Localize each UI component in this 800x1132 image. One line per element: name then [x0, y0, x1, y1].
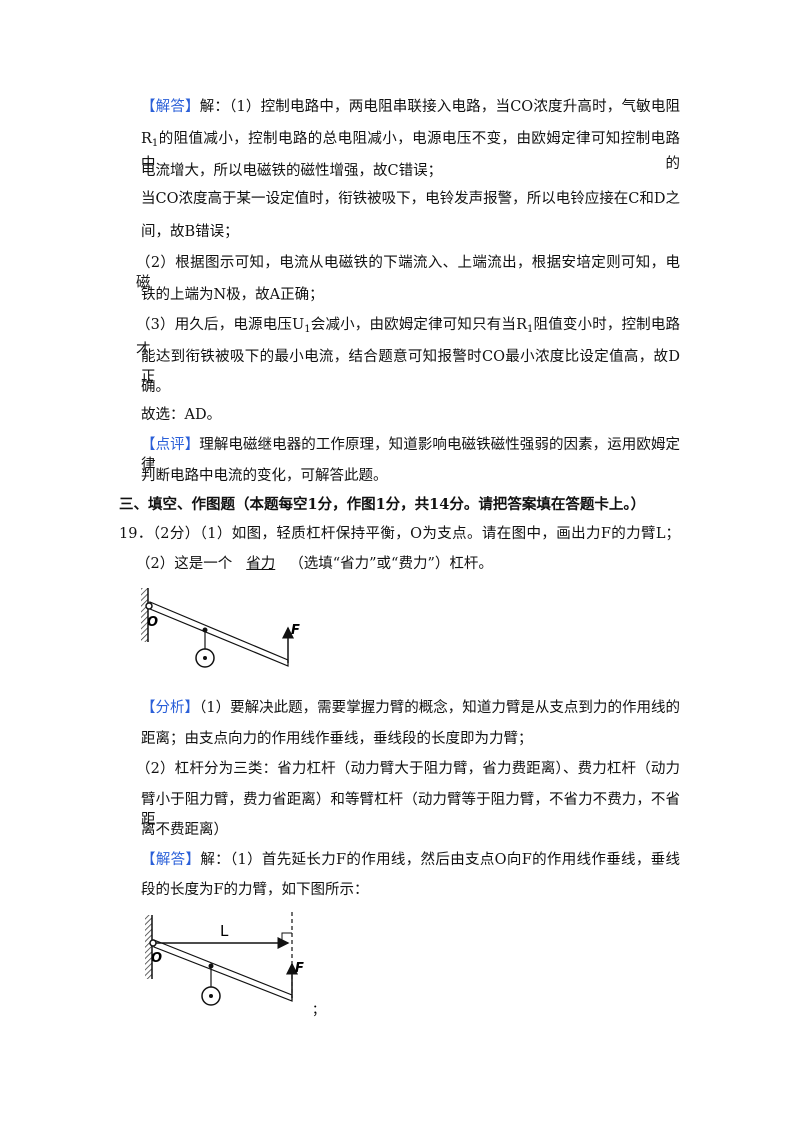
text-line: 距离；由支点向力的作用线作垂线，垂线段的长度即为力臂；	[141, 729, 533, 749]
text-run: 臂小于阻力臂，费力省距离）和等臂杠杆（动力臂等于阻力臂，不省力不费力，不省距	[141, 792, 680, 828]
sub-text: 1	[151, 138, 159, 149]
text-line: （2）杠杆分为三类：省力杠杆（动力臂大于阻力臂，省力费距离）、费力杠杆（动力	[136, 759, 680, 779]
text-line: 【解答】解：（1）首先延长力F的作用线，然后由支点O向F的作用线作垂线，垂线	[141, 850, 680, 870]
text-line: 判断电路中电流的变化，可解答此题。	[141, 466, 388, 486]
text-run: 能达到衔铁被吸下的最小电流，结合题意可知报警时CO最小浓度比设定值高，故D正	[141, 349, 680, 385]
figure-label: F	[291, 623, 300, 638]
figure-label: F	[295, 961, 304, 976]
text-line: 段的长度为F的力臂，如下图所示：	[141, 880, 369, 900]
text-run: 19．（2分）（1）如图，轻质杠杆保持平衡，O为支点。请在图中，画出力F的力臂L…	[119, 526, 680, 542]
text-run: 确。	[141, 379, 170, 395]
sub-text: 1	[527, 324, 534, 335]
text-run: （2）这是一个	[136, 556, 233, 572]
text-run: 阻值变小时，控制电路才	[136, 317, 681, 358]
lever-figure-2: L O F	[145, 912, 304, 1006]
text-line: （2）根据图示可知，电流从电磁铁的下端流入、上端流出，根据安培定则可知，电磁	[136, 253, 680, 293]
text-line: 臂小于阻力臂，费力省距离）和等臂杠杆（动力臂等于阻力臂，不省力不费力，不省距	[141, 790, 680, 830]
text-run: R	[141, 131, 152, 147]
text-line: （3）用久后，电源电压U1会减小，由欧姆定律可知只有当R1阻值变小时，控制电路才	[136, 315, 680, 360]
text-line: 电流增大，所以电磁铁的磁性增强，故C错误；	[141, 161, 442, 181]
text-run: 离不费距离）	[141, 822, 228, 838]
tag-text: 【解答】	[141, 852, 201, 868]
text-run: 解：（1）首先延长力F的作用线，然后由支点O向F的作用线作垂线，垂线	[200, 852, 681, 868]
text-run: （2）杠杆分为三类：省力杠杆（动力臂大于阻力臂，省力费距离）、费力杠杆（动力	[136, 761, 680, 777]
sub-text: 1	[304, 324, 311, 335]
trailing-mark: ；	[312, 1003, 325, 1018]
text-run: （选填“省力”或“费力”）杠杆。	[289, 556, 493, 572]
text-line: （2）这是一个 省力 （选填“省力”或“费力”）杠杆。	[136, 554, 493, 574]
bold-text: 三、填空、作图题（本题每空1分，作图1分，共14分。请把答案填在答题卡上。）	[119, 496, 646, 513]
text-run: 会减小，由欧姆定律可知只有当R	[310, 317, 527, 333]
text-run: 电流增大，所以电磁铁的磁性增强，故C错误；	[141, 163, 443, 179]
text-run: 段的长度为F的力臂，如下图所示：	[141, 882, 369, 898]
text-run: （1）要解决此题，需要掌握力臂的概念，知道力臂是从支点到力的作用线的	[199, 700, 680, 716]
text-line: 【分析】（1）要解决此题，需要掌握力臂的概念，知道力臂是从支点到力的作用线的	[141, 698, 680, 718]
tag-text: 【点评】	[141, 437, 200, 453]
tag-text: 【解答】	[141, 99, 200, 115]
text-run: 铁的上端为N极，故A正确；	[141, 287, 324, 303]
text-run: 理解电磁继电器的工作原理，知道影响电磁铁磁性强弱的因素，运用欧姆定律	[141, 437, 681, 473]
text-run: 解：（1）控制电路中，两电阻串联接入电路，当CO浓度升高时，气敏电阻	[199, 99, 680, 115]
text-run: 当CO浓度高于某一设定值时，衔铁被吸下，电铃发声报警，所以电铃应接在C和D之	[141, 191, 680, 207]
text-line: 确。	[141, 377, 170, 397]
text-line: 三、填空、作图题（本题每空1分，作图1分，共14分。请把答案填在答题卡上。）	[119, 495, 645, 515]
text-line: 铁的上端为N极，故A正确；	[141, 285, 324, 305]
figure-label: O	[151, 951, 162, 966]
tag-text: 【分析】	[141, 700, 200, 716]
text-run: 故选：AD。	[141, 407, 222, 423]
text-line: 故选：AD。	[141, 405, 221, 425]
figure-label: O	[147, 615, 158, 630]
text-line: 能达到衔铁被吸下的最小电流，结合题意可知报警时CO最小浓度比设定值高，故D正	[141, 347, 680, 387]
figure-label: L	[220, 922, 229, 940]
text-line: 当CO浓度高于某一设定值时，衔铁被吸下，电铃发声报警，所以电铃应接在C和D之	[141, 189, 680, 209]
text-line: 【解答】解：（1）控制电路中，两电阻串联接入电路，当CO浓度升高时，气敏电阻	[141, 97, 680, 117]
text-run: 间，故B错误；	[141, 224, 239, 240]
text-run: （2）根据图示可知，电流从电磁铁的下端流入、上端流出，根据安培定则可知，电磁	[136, 255, 680, 291]
text-line: R1的阻值减小，控制电路的总电阻减小，电源电压不变，由欧姆定律可知控制电路中的	[141, 129, 680, 174]
text-run: 距离；由支点向力的作用线作垂线，垂线段的长度即为力臂；	[141, 731, 533, 747]
text-line: 【点评】理解电磁继电器的工作原理，知道影响电磁铁磁性强弱的因素，运用欧姆定律	[141, 435, 680, 475]
text-run: （3）用久后，电源电压U	[136, 317, 305, 333]
text-line: 离不费距离）	[141, 820, 228, 840]
lever-figure-1: O F	[141, 588, 300, 668]
text-run: 的阻值减小，控制电路的总电阻减小，电源电压不变，由欧姆定律可知控制电路中的	[141, 131, 680, 172]
text-run: 判断电路中电流的变化，可解答此题。	[141, 468, 388, 484]
text-line: 19．（2分）（1）如图，轻质杠杆保持平衡，O为支点。请在图中，画出力F的力臂L…	[119, 524, 680, 544]
blank-text: 省力	[246, 556, 276, 572]
text-line: 间，故B错误；	[141, 222, 239, 242]
